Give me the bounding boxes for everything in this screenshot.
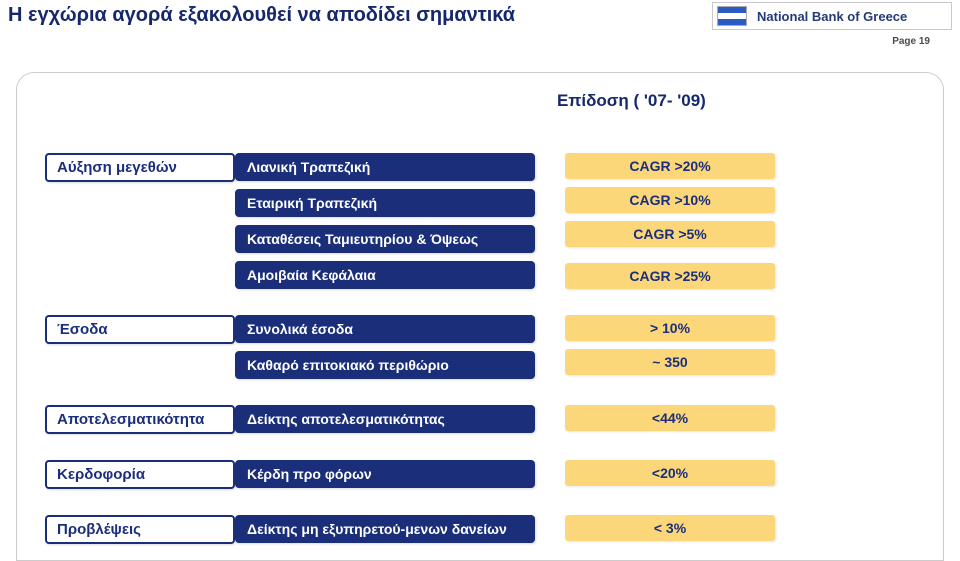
row-provisions: Προβλέψεις Δείκτης μη εξυπηρετού-μενων δ…	[45, 515, 915, 552]
category-profit: Κερδοφορία	[45, 460, 235, 489]
item: Δείκτης μη εξυπηρετού-μενων δανείων	[235, 515, 535, 543]
category-efficiency: Αποτελεσματικότητα	[45, 405, 235, 434]
value: <44%	[565, 405, 775, 431]
item: Συνολικά έσοδα	[235, 315, 535, 343]
value: < 3%	[565, 515, 775, 541]
row-profit: Κερδοφορία Κέρδη προ φόρων <20%	[45, 460, 915, 497]
page-title: Η εγχώρια αγορά εξακολουθεί να αποδίδει …	[8, 4, 515, 27]
item: Καταθέσεις Ταμιευτηρίου & Όψεως	[235, 225, 535, 253]
page-number: Page 19	[892, 36, 930, 47]
value: ~ 350	[565, 349, 775, 375]
value: CAGR >5%	[565, 221, 775, 247]
performance-header: Επίδοση ( '07- '09)	[557, 91, 706, 111]
flag-icon	[717, 6, 747, 26]
item: Αμοιβαία Κεφάλαια	[235, 261, 535, 289]
value: CAGR >20%	[565, 153, 775, 179]
item: Δείκτης αποτελεσματικότητας	[235, 405, 535, 433]
item: Καθαρό επιτοκιακό περιθώριο	[235, 351, 535, 379]
header: Η εγχώρια αγορά εξακολουθεί να αποδίδει …	[0, 0, 960, 40]
value: > 10%	[565, 315, 775, 341]
category-revenues: Έσοδα	[45, 315, 235, 344]
bank-name: National Bank of Greece	[757, 9, 907, 24]
category-provisions: Προβλέψεις	[45, 515, 235, 544]
item: Εταιρική Τραπεζική	[235, 189, 535, 217]
category-growth: Αύξηση μεγεθών	[45, 153, 235, 182]
bank-logo: National Bank of Greece	[712, 2, 952, 30]
item: Λιανική Τραπεζική	[235, 153, 535, 181]
item: Κέρδη προ φόρων	[235, 460, 535, 488]
value: CAGR >10%	[565, 187, 775, 213]
value: CAGR >25%	[565, 263, 775, 289]
content-panel: Επίδοση ( '07- '09) Αύξηση μεγεθών Λιανι…	[16, 72, 944, 561]
row-revenues: Έσοδα Συνολικά έσοδα Καθαρό επιτοκιακό π…	[45, 315, 915, 387]
value: <20%	[565, 460, 775, 486]
row-growth: Αύξηση μεγεθών Λιανική Τραπεζική Εταιρικ…	[45, 153, 915, 297]
row-efficiency: Αποτελεσματικότητα Δείκτης αποτελεσματικ…	[45, 405, 915, 442]
